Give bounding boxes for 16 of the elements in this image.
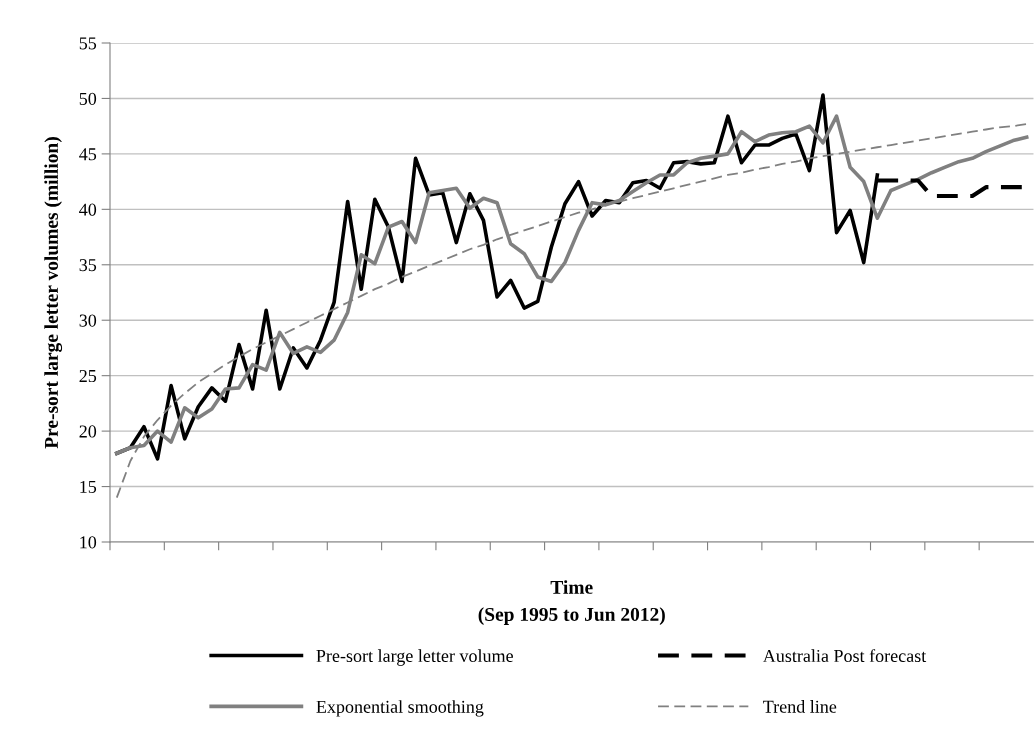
legend-label: Exponential smoothing	[316, 700, 484, 717]
y-tick-label: 30	[79, 314, 97, 327]
y-tick-label: 10	[80, 536, 97, 549]
y-tick-label: 15	[80, 480, 97, 493]
y-axis-title: Pre-sort large letter volumes (million)	[44, 137, 63, 449]
y-tick-label: 35	[79, 259, 97, 272]
y-tick-label: 20	[79, 425, 97, 438]
y-tick-label: 25	[79, 369, 97, 383]
y-tick-label: 45	[79, 148, 97, 161]
y-tick-label: 40	[79, 203, 97, 216]
y-tick-label: 55	[79, 37, 97, 50]
x-axis-title: Time (Sep 1995 to Jun 2012)	[478, 580, 665, 625]
legend-label: Australia Post forecast	[762, 649, 927, 663]
legend-label: Pre-sort large letter volume	[316, 649, 513, 666]
legend-label: Trend line	[763, 700, 837, 713]
y-tick-label: 50	[79, 92, 97, 105]
